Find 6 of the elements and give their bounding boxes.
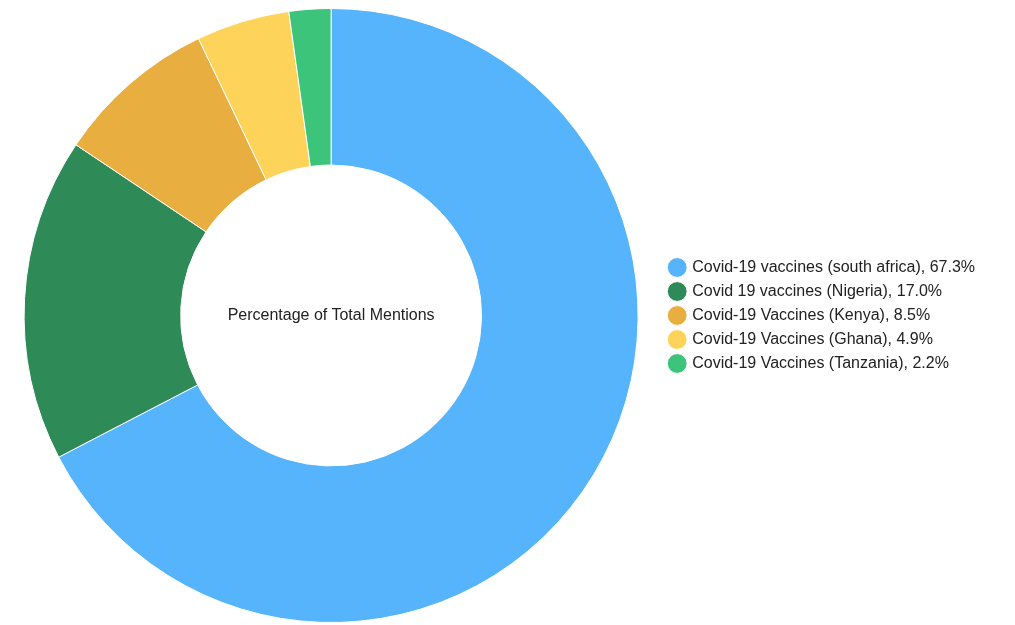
legend-label: Covid-19 Vaccines (Tanzania), 2.2% bbox=[692, 353, 949, 371]
legend-label: Covid 19 vaccines (Nigeria), 17.0% bbox=[692, 281, 943, 299]
text: Percentage of Total Mentions bbox=[227, 305, 435, 323]
legend-label: Covid-19 Vaccines (Kenya), 8.5% bbox=[692, 305, 931, 323]
legend-label: Covid-19 Vaccines (Ghana), 4.9% bbox=[692, 329, 933, 347]
legend-label: Covid-19 vaccines (south africa), 67.3% bbox=[692, 257, 975, 275]
